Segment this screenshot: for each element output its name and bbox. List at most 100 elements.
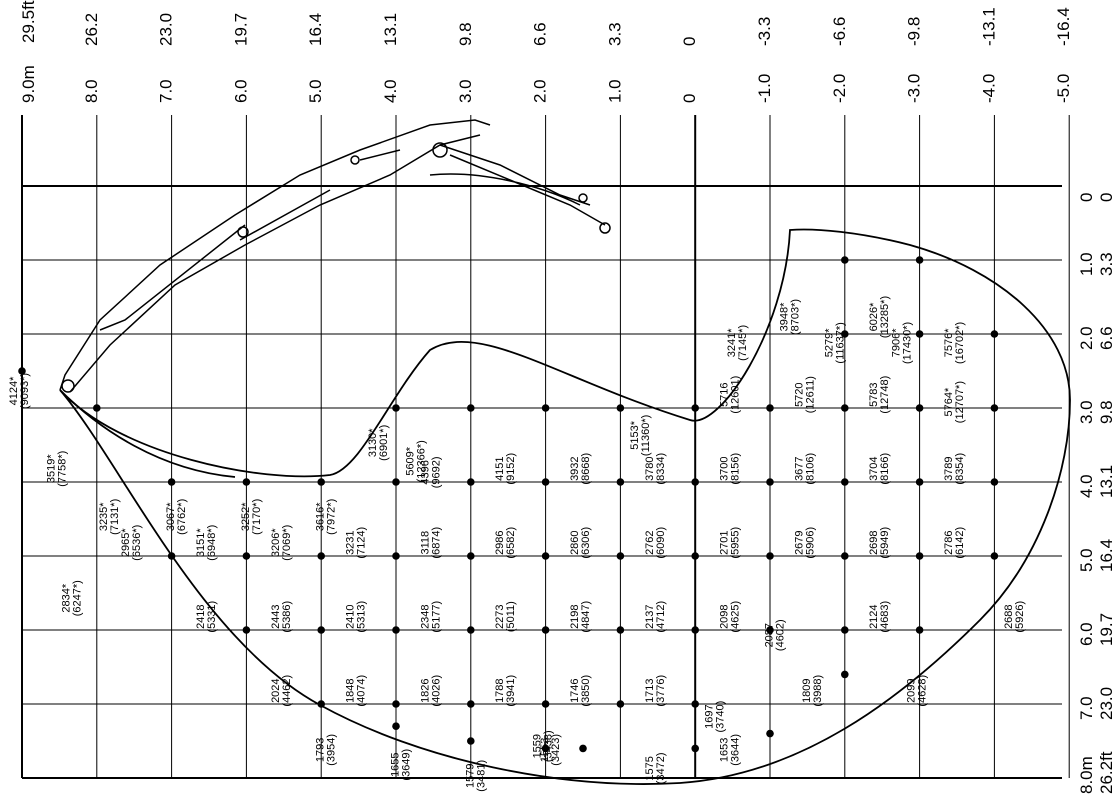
capacity-kg: 4151 [494, 456, 506, 480]
capacity-node [467, 737, 475, 745]
height-tick-m: 9.0m [19, 65, 38, 103]
capacity-node [841, 670, 849, 679]
height-tick-ft: 26.2 [82, 13, 101, 46]
capacity-label: 1793 (3954) [315, 734, 338, 766]
height-tick: 6.0 19.7 [231, 13, 250, 103]
capacity-label: 7576* (16702*) [943, 322, 966, 364]
capacity-kg: 2087 [763, 623, 775, 647]
capacity-lb: (5177) [430, 601, 442, 633]
capacity-node [541, 700, 550, 708]
capacity-kg: 3067* [165, 502, 177, 531]
capacity-node [167, 478, 176, 486]
capacity-kg: 1848 [345, 678, 357, 702]
capacity-label: 3700 (8156) [719, 453, 742, 485]
capacity-lb: (7131*) [109, 499, 121, 535]
capacity-lb: (11637*) [834, 322, 846, 363]
capacity-label: 1848 (4074) [345, 675, 368, 707]
capacity-label: 7906* (17430*) [891, 322, 914, 364]
stick-outline [429, 144, 606, 226]
capacity-label: 1788 (3941) [494, 675, 517, 707]
capacity-kg: 7906* [891, 328, 903, 357]
capacity-lb: (12601) [730, 376, 742, 414]
capacity-label: 4124* (9093*) [8, 373, 31, 409]
capacity-label: 2198 (4847) [569, 601, 592, 633]
capacity-label: 3235* (7131*) [98, 499, 121, 535]
capacity-label: 2087 (4602) [763, 619, 786, 651]
capacity-kg: 2443 [270, 604, 282, 628]
height-tick-ft: -6.6 [830, 17, 849, 46]
capacity-node [242, 552, 251, 560]
capacity-lb: (6306) [580, 527, 592, 559]
capacity-kg: 1553 [539, 738, 551, 762]
radius-tick-ft: 23.0 [1097, 687, 1116, 720]
capacity-label: 2688 (5926) [1003, 601, 1026, 633]
capacity-node [392, 626, 400, 634]
height-tick: -3.0 -9.8 [905, 17, 924, 103]
capacity-lb: (8166) [879, 453, 891, 485]
capacity-label: 2273 (5011) [494, 601, 517, 632]
capacity-label: 1746 (3850) [569, 675, 592, 707]
height-tick-ft: 23.0 [157, 13, 176, 46]
height-tick-m: 1.0 [605, 79, 624, 103]
radius-tick-m: 7.0 [1077, 696, 1096, 720]
height-tick: 5.0 16.4 [306, 13, 325, 103]
height-tick-ft: 19.7 [231, 13, 250, 46]
height-tick: -1.0 -3.3 [755, 17, 774, 103]
capacity-label: 1559 (3438) [532, 730, 555, 762]
capacity-lb: (3740) [715, 701, 727, 733]
capacity-label: 2834* (6247*) [60, 580, 83, 616]
radius-tick-ft: 0 [1097, 193, 1116, 202]
capacity-node [766, 404, 774, 412]
height-tick-ft: 16.4 [306, 13, 325, 46]
capacity-label: 1653 (3644) [719, 734, 742, 766]
capacity-node [467, 700, 475, 708]
capacity-kg: 1713 [644, 678, 656, 702]
height-tick-ft: 3.3 [605, 22, 624, 46]
capacity-node [541, 552, 550, 560]
capacity-kg: 3206* [270, 528, 282, 557]
height-tick-m: -3.0 [905, 74, 924, 103]
height-tick-ft: -13.1 [979, 7, 998, 46]
capacity-label: 2986 (6582) [494, 527, 517, 559]
radius-tick-m: 1.0 [1077, 252, 1096, 276]
capacity-lb: (3481) [475, 760, 487, 792]
capacity-label: 2348 (5177) [419, 601, 442, 633]
capacity-kg: 2786 [943, 530, 955, 554]
capacity-lb: (9692) [430, 457, 442, 489]
capacity-label: 3206* (7069*) [270, 525, 293, 561]
height-tick-ft: 29.5ft [19, 0, 38, 43]
height-tick-m: -2.0 [830, 74, 849, 103]
height-tick-m: 6.0 [231, 79, 250, 103]
capacity-label: 1655 (3649) [389, 749, 412, 781]
capacity-lb: (3423) [550, 734, 562, 766]
capacity-lb: (8106) [804, 453, 816, 485]
capacity-lb: (6142) [954, 527, 966, 559]
capacity-kg: 1655 [389, 752, 401, 776]
capacity-lb: (11360*) [640, 415, 652, 456]
capacity-lb: (16702*) [954, 322, 966, 364]
capacity-node [841, 626, 849, 634]
capacity-node [616, 552, 625, 560]
grid [21, 115, 1070, 779]
capacity-label: 3118 (6874) [419, 527, 442, 559]
capacity-node [915, 626, 924, 634]
capacity-lb: (3988) [812, 675, 824, 707]
capacity-label: 4396 (9692) [419, 457, 442, 489]
capacity-kg: 3932 [569, 456, 581, 480]
capacity-node [990, 478, 999, 486]
capacity-kg: 2679 [793, 530, 805, 554]
capacity-node [915, 330, 924, 338]
capacity-node [766, 552, 774, 560]
capacity-kg: 4124* [8, 376, 20, 405]
radius-tick-m: 0 [1077, 193, 1096, 202]
capacity-node [841, 552, 849, 560]
capacity-label: 3151* (6948*) [195, 525, 218, 561]
bucket-pivot [599, 222, 611, 234]
capacity-label: 1826 (4026) [419, 675, 442, 707]
capacity-node [841, 404, 849, 412]
capacity-lb: (4074) [356, 675, 368, 707]
capacity-label: 2762 (6090) [644, 527, 667, 559]
capacity-kg: 3235* [98, 502, 110, 531]
capacity-label: 5764* (12707*) [943, 381, 966, 423]
capacity-lb: (8334) [655, 453, 667, 485]
